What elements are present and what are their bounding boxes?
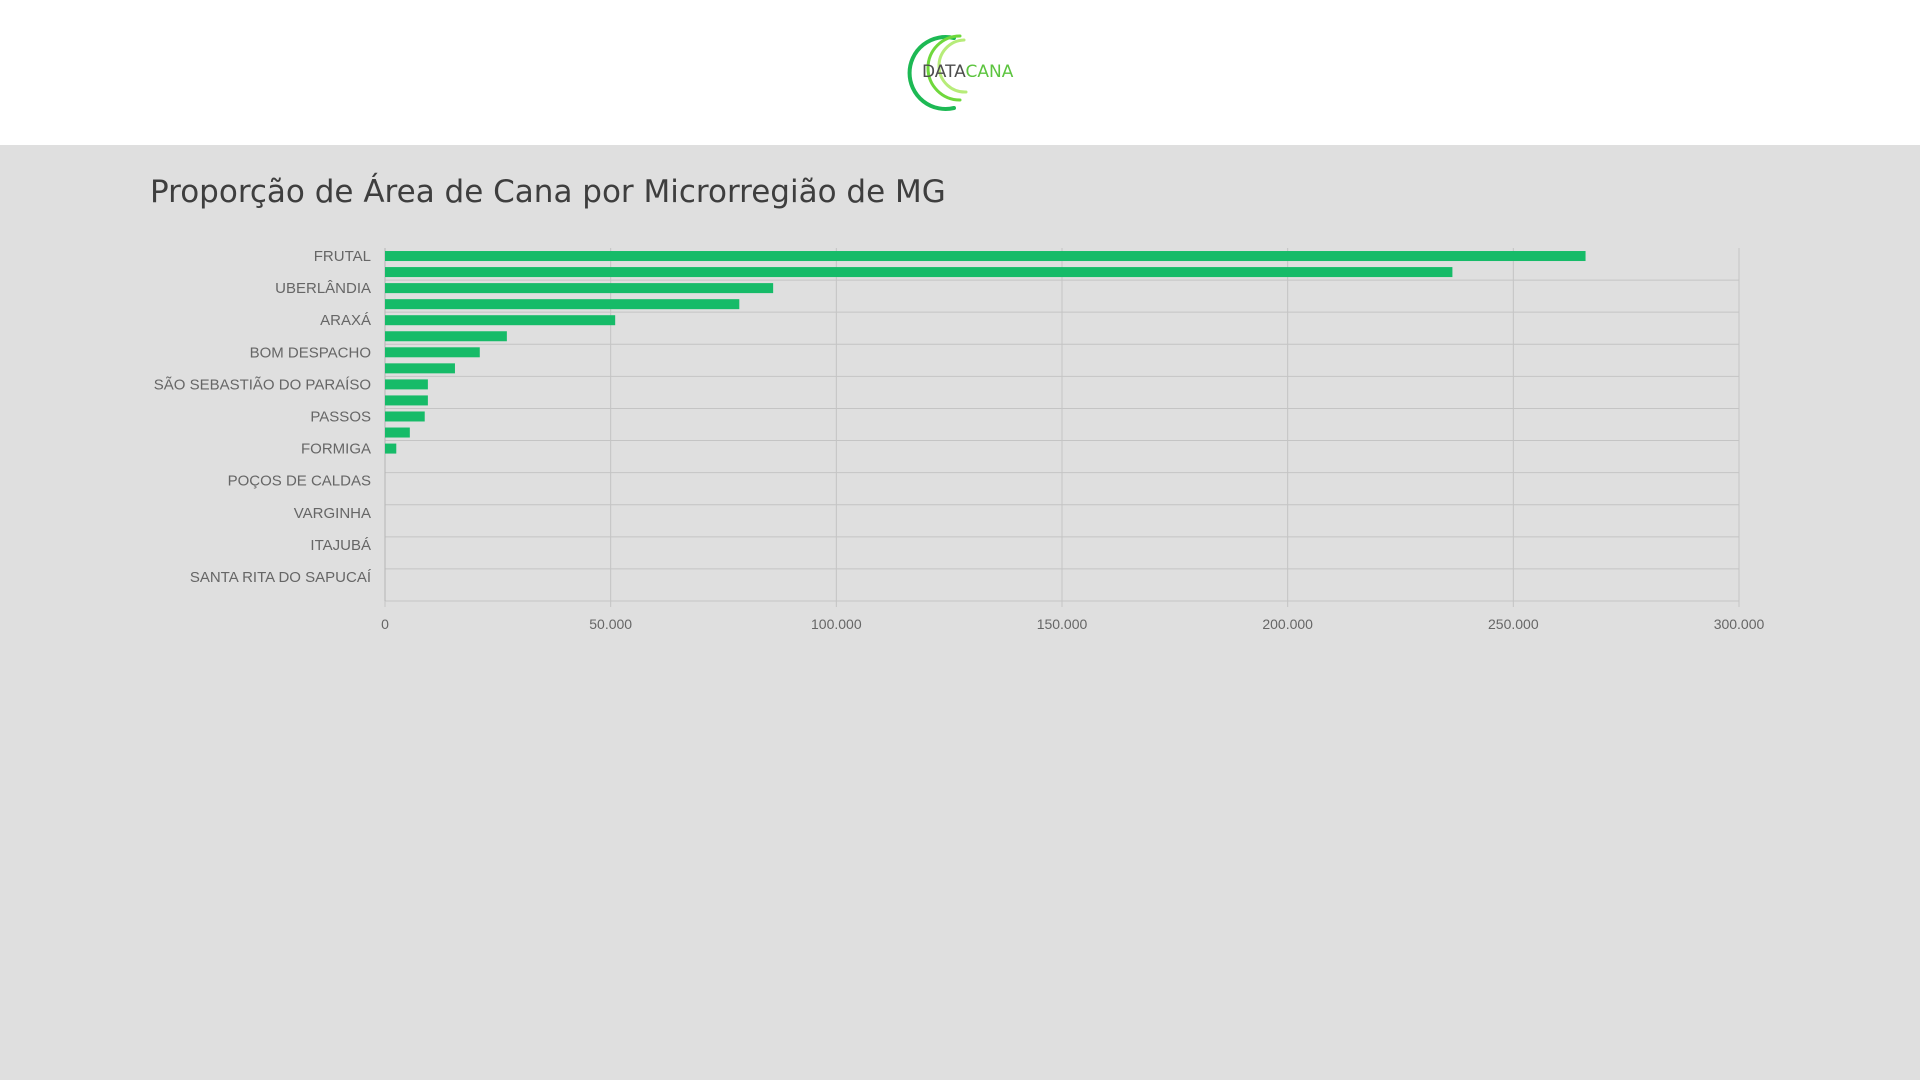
logo-cana-text: CANA [965, 62, 1014, 82]
bar [385, 299, 740, 310]
header: DATACANA [0, 0, 1920, 145]
y-tick-label: VARGINHA [294, 505, 371, 522]
bar [385, 363, 455, 374]
bar [385, 251, 1586, 262]
bar [385, 315, 616, 326]
y-tick-label: PASSOS [310, 408, 371, 425]
bar [385, 411, 425, 422]
x-tick-label: 50.000 [589, 616, 632, 632]
bar [385, 379, 428, 390]
x-tick-label: 200.000 [1262, 616, 1313, 632]
bar [385, 443, 397, 454]
y-tick-label: FRUTAL [314, 248, 371, 265]
y-tick-label: UBERLÂNDIA [275, 280, 371, 297]
bar [385, 283, 774, 294]
y-tick-label: FORMIGA [301, 441, 371, 458]
y-tick-label: SÃO SEBASTIÃO DO PARAÍSO [154, 376, 371, 393]
y-tick-label: ARAXÁ [320, 312, 371, 329]
bar [385, 427, 410, 438]
datacana-logo[interactable]: DATACANA [896, 30, 1026, 115]
y-tick-label: POÇOS DE CALDAS [228, 473, 371, 490]
y-tick-label: ITAJUBÁ [310, 537, 371, 554]
logo-data-text: DATA [922, 62, 966, 82]
y-tick-label: SANTA RITA DO SAPUCAÍ [190, 569, 372, 586]
x-tick-label: 100.000 [811, 616, 862, 632]
bar [385, 267, 1453, 278]
bar [385, 347, 480, 358]
x-tick-label: 0 [381, 616, 389, 632]
logo-wordmark: DATACANA [922, 62, 1013, 82]
x-tick-label: 150.000 [1037, 616, 1088, 632]
bar [385, 331, 507, 342]
chart-title: Proporção de Área de Cana por Microrregi… [150, 174, 946, 210]
x-tick-label: 250.000 [1488, 616, 1539, 632]
bar [385, 395, 428, 406]
logo-ring-icon [907, 34, 968, 111]
y-tick-label: BOM DESPACHO [250, 344, 371, 361]
x-tick-label: 300.000 [1714, 616, 1765, 632]
